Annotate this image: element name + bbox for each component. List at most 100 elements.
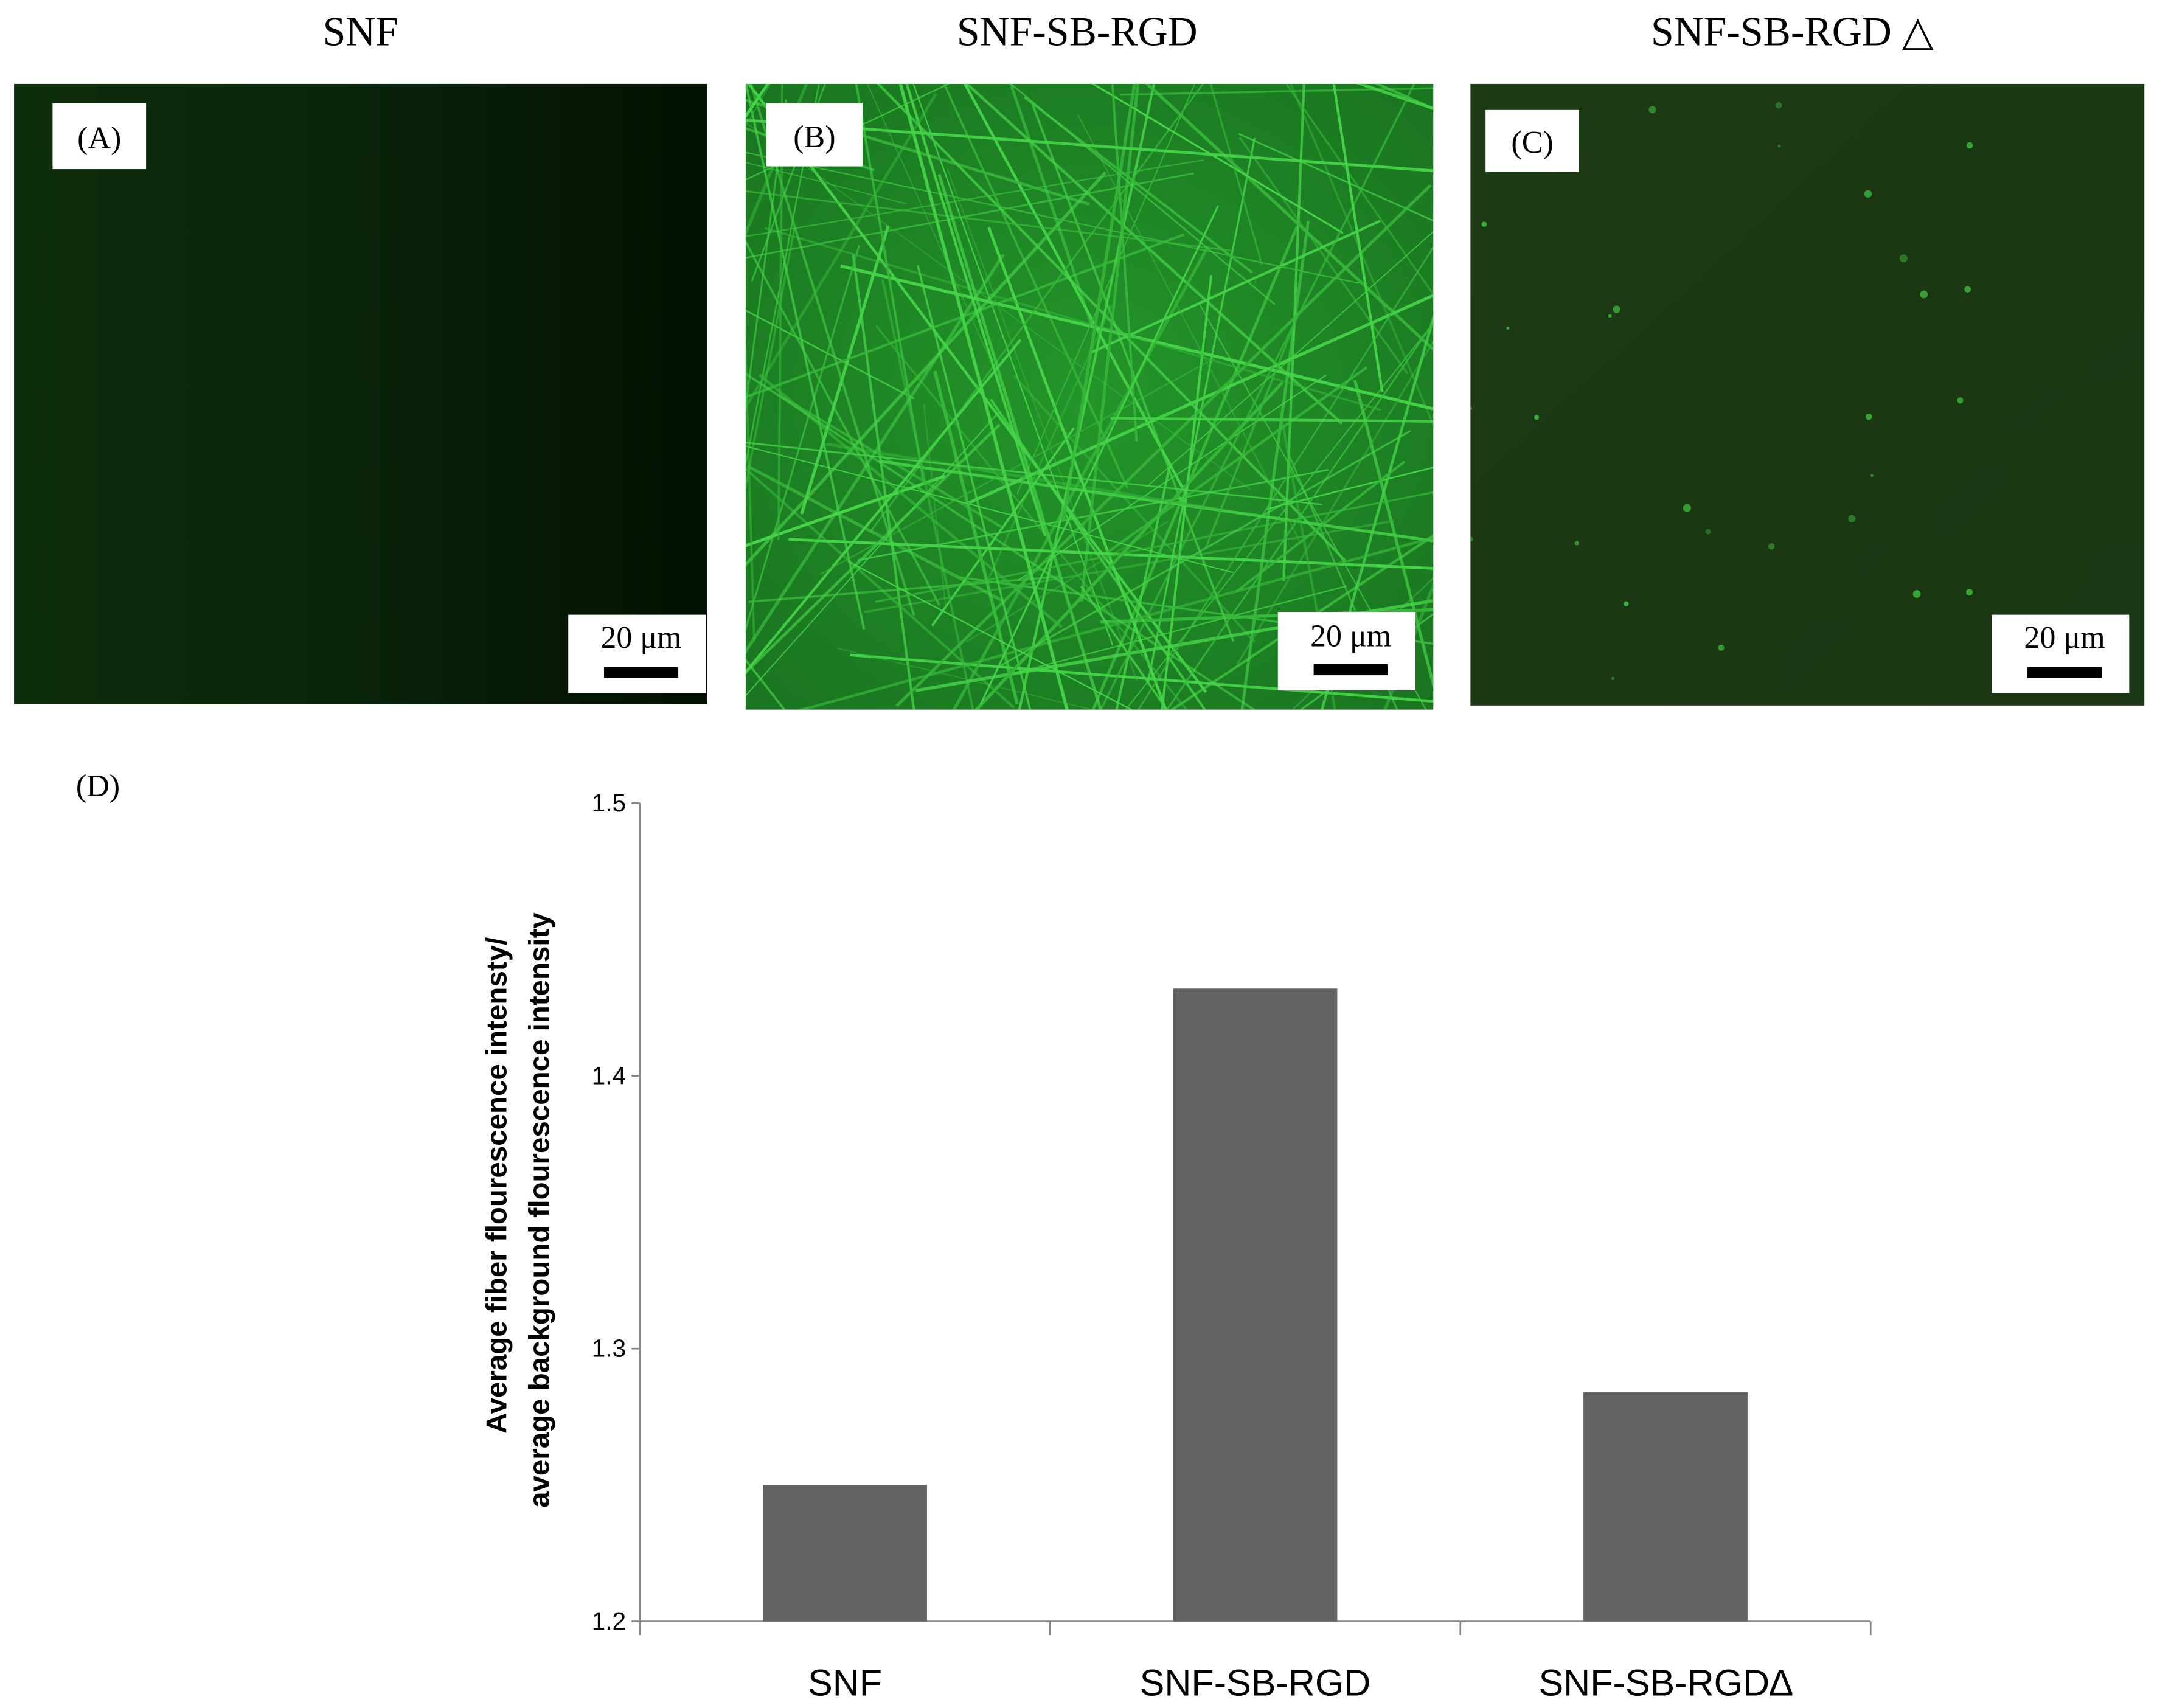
fiber [745,228,796,493]
spot [1718,644,1725,651]
fiber [1161,275,1213,710]
fiber [745,442,1322,505]
fiber [1209,83,1263,266]
fiber [1110,417,1434,423]
fiber [1080,585,1169,710]
fiber [745,254,1005,654]
fibers [745,83,1434,710]
scale-label: 20 μm [1310,619,1391,654]
fiber [745,83,771,128]
panel-label: (D) [76,769,120,804]
panel-titles: SNF SNF-SB-RGD SNF-SB-RGD △ [323,9,1934,55]
fiber [1115,463,1172,710]
fiber [745,83,951,181]
panel-label: (C) [1511,125,1553,160]
scale-bar [2027,667,2102,678]
fiber [1170,534,1434,710]
fiber [1119,87,1434,96]
fiber [1125,322,1434,710]
fiber [1355,83,1434,111]
fiber [777,83,784,541]
fiber [974,381,1284,710]
fiber [745,423,1001,675]
fiber [1077,114,1301,541]
fiber [745,245,860,633]
spot [1683,504,1691,512]
x-tick-label: SNF-SB-RGD [1140,1662,1371,1704]
y-axis-label: Average fiber flourescence intensty/ [481,937,513,1434]
fiber [912,83,1114,646]
fiber [1266,467,1434,510]
fiber [745,92,937,411]
spot [1865,413,1872,420]
fiber [749,83,915,616]
fiber [1016,83,1196,495]
fiber [905,83,1047,536]
fiber [979,205,1220,705]
fiber [1353,380,1434,690]
spot [1848,515,1856,522]
fiber [968,293,1434,504]
label-box [766,103,863,167]
fiber [745,172,1194,259]
fiber [1009,83,1094,326]
fiber [1091,83,1344,234]
fiber [1102,366,1368,557]
panel-labels: (A) (B) (C) 20 μm 20 μm 20 μm (D) [52,103,2130,804]
fiber [947,168,1138,681]
spot [1534,415,1540,420]
spot [1957,397,1964,404]
fiber [864,519,1394,614]
fiber [745,151,1360,284]
fiber [898,83,1069,710]
fiber [745,83,770,119]
fiber [1111,83,1138,442]
fiber [876,83,1347,562]
fiber [745,83,808,238]
fiber [875,325,1188,710]
fiber [745,372,1256,710]
fiber [1204,312,1300,549]
panel-title: SNF-SB-RGD △ [1651,9,1934,55]
fiber [1236,339,1434,665]
fiber [1332,83,1384,392]
fiber [745,339,1022,675]
spot [1912,590,1921,598]
spot [1870,474,1874,477]
bar [763,1485,927,1622]
fiber [1145,83,1434,352]
fiber [917,265,1032,710]
fiber [1018,83,1156,710]
fiber [745,309,915,400]
spot [1776,102,1782,109]
scale-label: 20 μm [2024,620,2105,655]
fiber [1289,83,1434,428]
spot [1768,543,1775,550]
scale-label: 20 μm [600,620,681,655]
y-tick-label: 1.3 [592,1335,627,1363]
fiber [745,467,1015,709]
micrograph [14,83,707,704]
fiber [1383,581,1434,710]
fiber [745,190,1234,252]
fiber [1147,231,1434,487]
fiber [745,159,1204,237]
fiber [931,427,1075,627]
y-axis-label: average background flourescence intensit… [524,912,556,1508]
fiber [837,647,1095,710]
fiber [895,184,1432,707]
fiber [746,464,1007,604]
fiber [745,658,786,710]
scale-bar [1313,664,1388,676]
fiber [847,560,1133,710]
spot [1470,536,1473,542]
fiber [1099,83,1415,710]
y-tick-label: 1.5 [592,789,627,817]
spot [1648,106,1656,114]
spot [1611,676,1615,681]
fiber [990,398,1206,710]
fiber [745,412,999,697]
fiber [1089,220,1381,354]
